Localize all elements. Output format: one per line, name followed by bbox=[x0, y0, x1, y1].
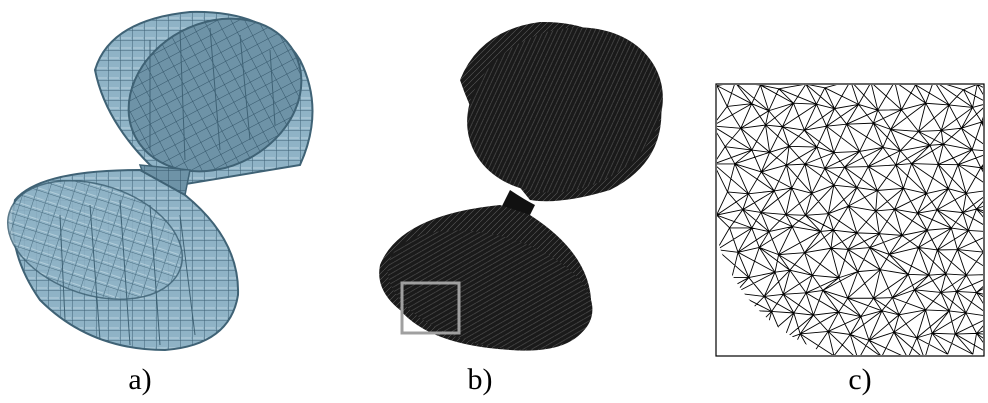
zoom-region-box-icon bbox=[400, 281, 461, 335]
mesh-hourglass-panel bbox=[360, 0, 680, 360]
lower-voxel-disk bbox=[6, 180, 184, 300]
mesh-hourglass-icon bbox=[379, 21, 663, 351]
caption-c: c) bbox=[848, 363, 872, 396]
caption-a: a) bbox=[128, 363, 152, 396]
lower-mesh-disk bbox=[387, 230, 593, 350]
voxel-step-lines bbox=[59, 27, 276, 346]
caption-b: b) bbox=[467, 363, 493, 396]
upper-mesh-disk bbox=[467, 27, 663, 193]
triangle-mesh-detail-panel bbox=[705, 0, 988, 360]
voxel-hourglass-icon bbox=[6, 10, 314, 352]
triangle-mesh-detail-icon bbox=[715, 83, 985, 357]
voxel-hourglass-panel bbox=[0, 0, 330, 360]
